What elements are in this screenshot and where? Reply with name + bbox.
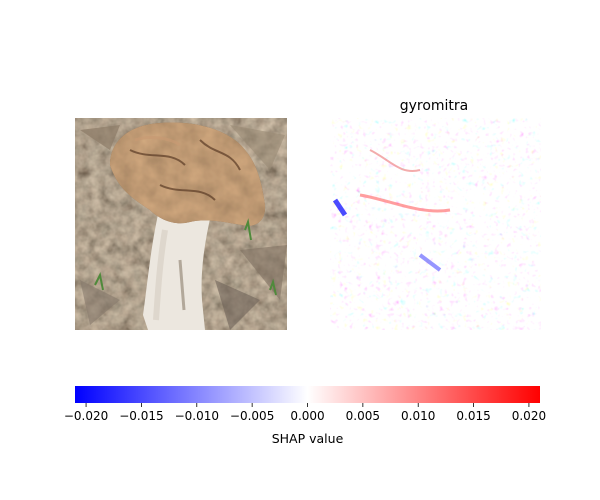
colorbar-tick-label: 0.020 [512,409,546,423]
colorbar-gradient [75,386,540,403]
colorbar: −0.020 −0.015 −0.010 −0.005 0.000 0.005 0.010 0… [64,386,546,446]
colorbar-tick-label: −0.020 [64,409,108,423]
shap-panel-title: gyromitra [400,98,469,114]
colorbar-label: SHAP value [272,431,344,446]
shap-map-panel [330,118,541,330]
colorbar-tick-label: 0.005 [346,409,380,423]
input-image-panel [75,118,287,330]
colorbar-tick-label: −0.015 [119,409,163,423]
colorbar-ticks: −0.020 −0.015 −0.010 −0.005 0.000 0.005 0.010 0… [64,403,546,423]
colorbar-tick-label: 0.010 [401,409,435,423]
colorbar-tick-label: −0.010 [175,409,219,423]
colorbar-tick-label: 0.015 [456,409,490,423]
colorbar-tick-label: −0.005 [230,409,274,423]
colorbar-tick-label: 0.000 [290,409,324,423]
